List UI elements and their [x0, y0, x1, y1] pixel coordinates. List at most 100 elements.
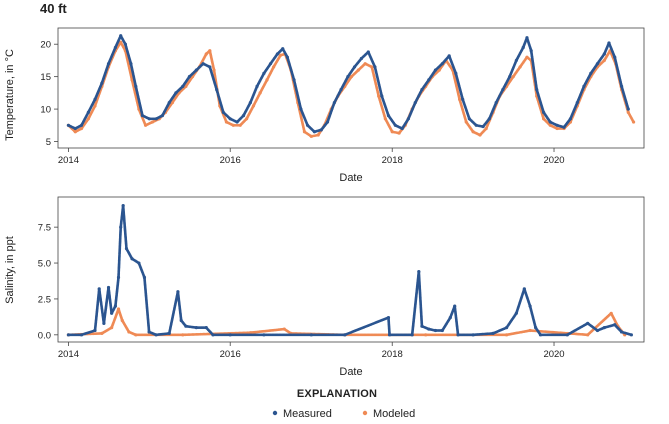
modeled-data-point — [302, 130, 307, 134]
modeled-data-point — [184, 84, 188, 88]
measured-data-point — [620, 84, 624, 88]
salinity-axis-ticks: 2014 2016 2018 2020 0.0 2.5 5.0 7.5 — [38, 223, 565, 360]
modeled-data-point — [609, 311, 613, 315]
measured-data-point — [521, 45, 525, 50]
measured-data-point — [113, 45, 117, 50]
modeled-data-point — [542, 117, 546, 121]
modeled-data-point — [116, 307, 121, 311]
measured-data-point — [586, 321, 590, 325]
modeled-data-point — [170, 100, 174, 105]
measured-data-point — [565, 333, 569, 337]
modeled-data-point — [525, 55, 529, 59]
measured-data-point — [129, 62, 133, 66]
modeled-data-point — [424, 333, 428, 337]
modeled-data-point — [504, 333, 509, 337]
measured-data-point — [467, 117, 471, 121]
measured-data-point — [86, 110, 90, 114]
x-tick-label: 2014 — [58, 349, 79, 360]
measured-data-point — [102, 321, 106, 325]
modeled-data-point — [437, 68, 441, 72]
measured-data-point — [312, 130, 317, 134]
measured-data-point — [142, 275, 147, 279]
x-tick-label: 2020 — [543, 349, 564, 360]
x-tick-label: 2018 — [382, 349, 403, 360]
measured-data-point — [93, 328, 97, 333]
measured-data-point — [160, 113, 164, 118]
measured-data-point — [147, 117, 151, 121]
measured-data-point — [440, 328, 444, 333]
modeled-data-point — [478, 133, 482, 137]
measured-data-point — [292, 78, 296, 82]
temperature-x-axis-label: Date — [339, 172, 362, 184]
modeled-data-point — [471, 130, 475, 134]
measured-data-point — [417, 270, 421, 274]
modeled-data-point — [248, 331, 252, 335]
modeled-data-point — [370, 65, 374, 69]
measured-data-point — [211, 333, 215, 337]
measured-data-point — [548, 120, 552, 124]
measured-data-point — [613, 323, 617, 327]
modeled-data-point — [390, 130, 394, 134]
modeled-data-point — [79, 126, 84, 131]
measured-data-point — [262, 71, 266, 76]
measured-data-point — [174, 91, 178, 95]
modeled-data-point — [251, 104, 256, 108]
measured-data-point — [420, 324, 424, 328]
measured-data-point — [366, 50, 370, 54]
modeled-data-point — [586, 333, 590, 337]
measured-data-point — [299, 107, 303, 111]
measured-data-point — [487, 117, 491, 121]
y-tick-label: 7.5 — [38, 223, 51, 234]
measured-data-point — [275, 52, 280, 56]
legend-modeled-label: Modeled — [373, 408, 415, 420]
measured-data-point — [433, 328, 438, 333]
salinity-measured-series — [66, 204, 633, 337]
x-tick-label: 2016 — [220, 349, 241, 360]
measured-data-point — [387, 333, 392, 337]
measured-data-point — [123, 42, 127, 46]
measured-data-point — [447, 54, 451, 58]
modeled-data-point — [349, 75, 354, 79]
modeled-data-point — [208, 49, 212, 53]
panel-title: 40 ft — [40, 1, 67, 16]
measured-data-point — [607, 41, 611, 45]
x-tick-label: 2016 — [220, 155, 241, 166]
x-tick-label: 2014 — [58, 155, 79, 166]
measured-data-point — [501, 88, 505, 92]
legend-measured-label: Measured — [283, 408, 332, 420]
modeled-data-point — [238, 123, 242, 127]
modeled-data-point — [73, 130, 77, 134]
modeled-data-point — [110, 326, 114, 330]
measured-data-point — [491, 331, 495, 335]
modeled-data-point — [548, 123, 552, 127]
y-tick-label: 5.0 — [38, 259, 51, 270]
modeled-data-point — [602, 58, 606, 63]
measured-data-point — [201, 62, 205, 66]
measured-data-point — [184, 324, 188, 328]
temperature-plot-frame — [57, 27, 645, 149]
modeled-data-point — [134, 333, 138, 337]
measured-data-point — [613, 55, 617, 59]
modeled-data-point — [631, 120, 636, 124]
measured-data-point — [140, 113, 145, 118]
measured-data-point — [167, 331, 171, 335]
measured-data-point — [66, 333, 71, 337]
measured-data-point — [100, 81, 104, 85]
modeled-data-point — [278, 53, 283, 57]
measured-data-point — [221, 110, 225, 114]
measured-data-point — [79, 333, 84, 337]
measured-data-point — [208, 65, 212, 69]
modeled-data-point — [626, 110, 630, 114]
measured-data-point — [461, 97, 465, 101]
measured-data-point — [352, 65, 357, 69]
modeled-data-point — [150, 120, 155, 124]
modeled-data-point — [397, 131, 401, 135]
measured-data-point — [93, 97, 97, 101]
measured-data-point — [433, 68, 438, 72]
measured-data-point — [325, 120, 330, 124]
measured-data-point — [626, 107, 630, 111]
measured-data-point — [119, 225, 123, 229]
measured-data-point — [235, 120, 239, 124]
measured-data-point — [471, 333, 475, 337]
